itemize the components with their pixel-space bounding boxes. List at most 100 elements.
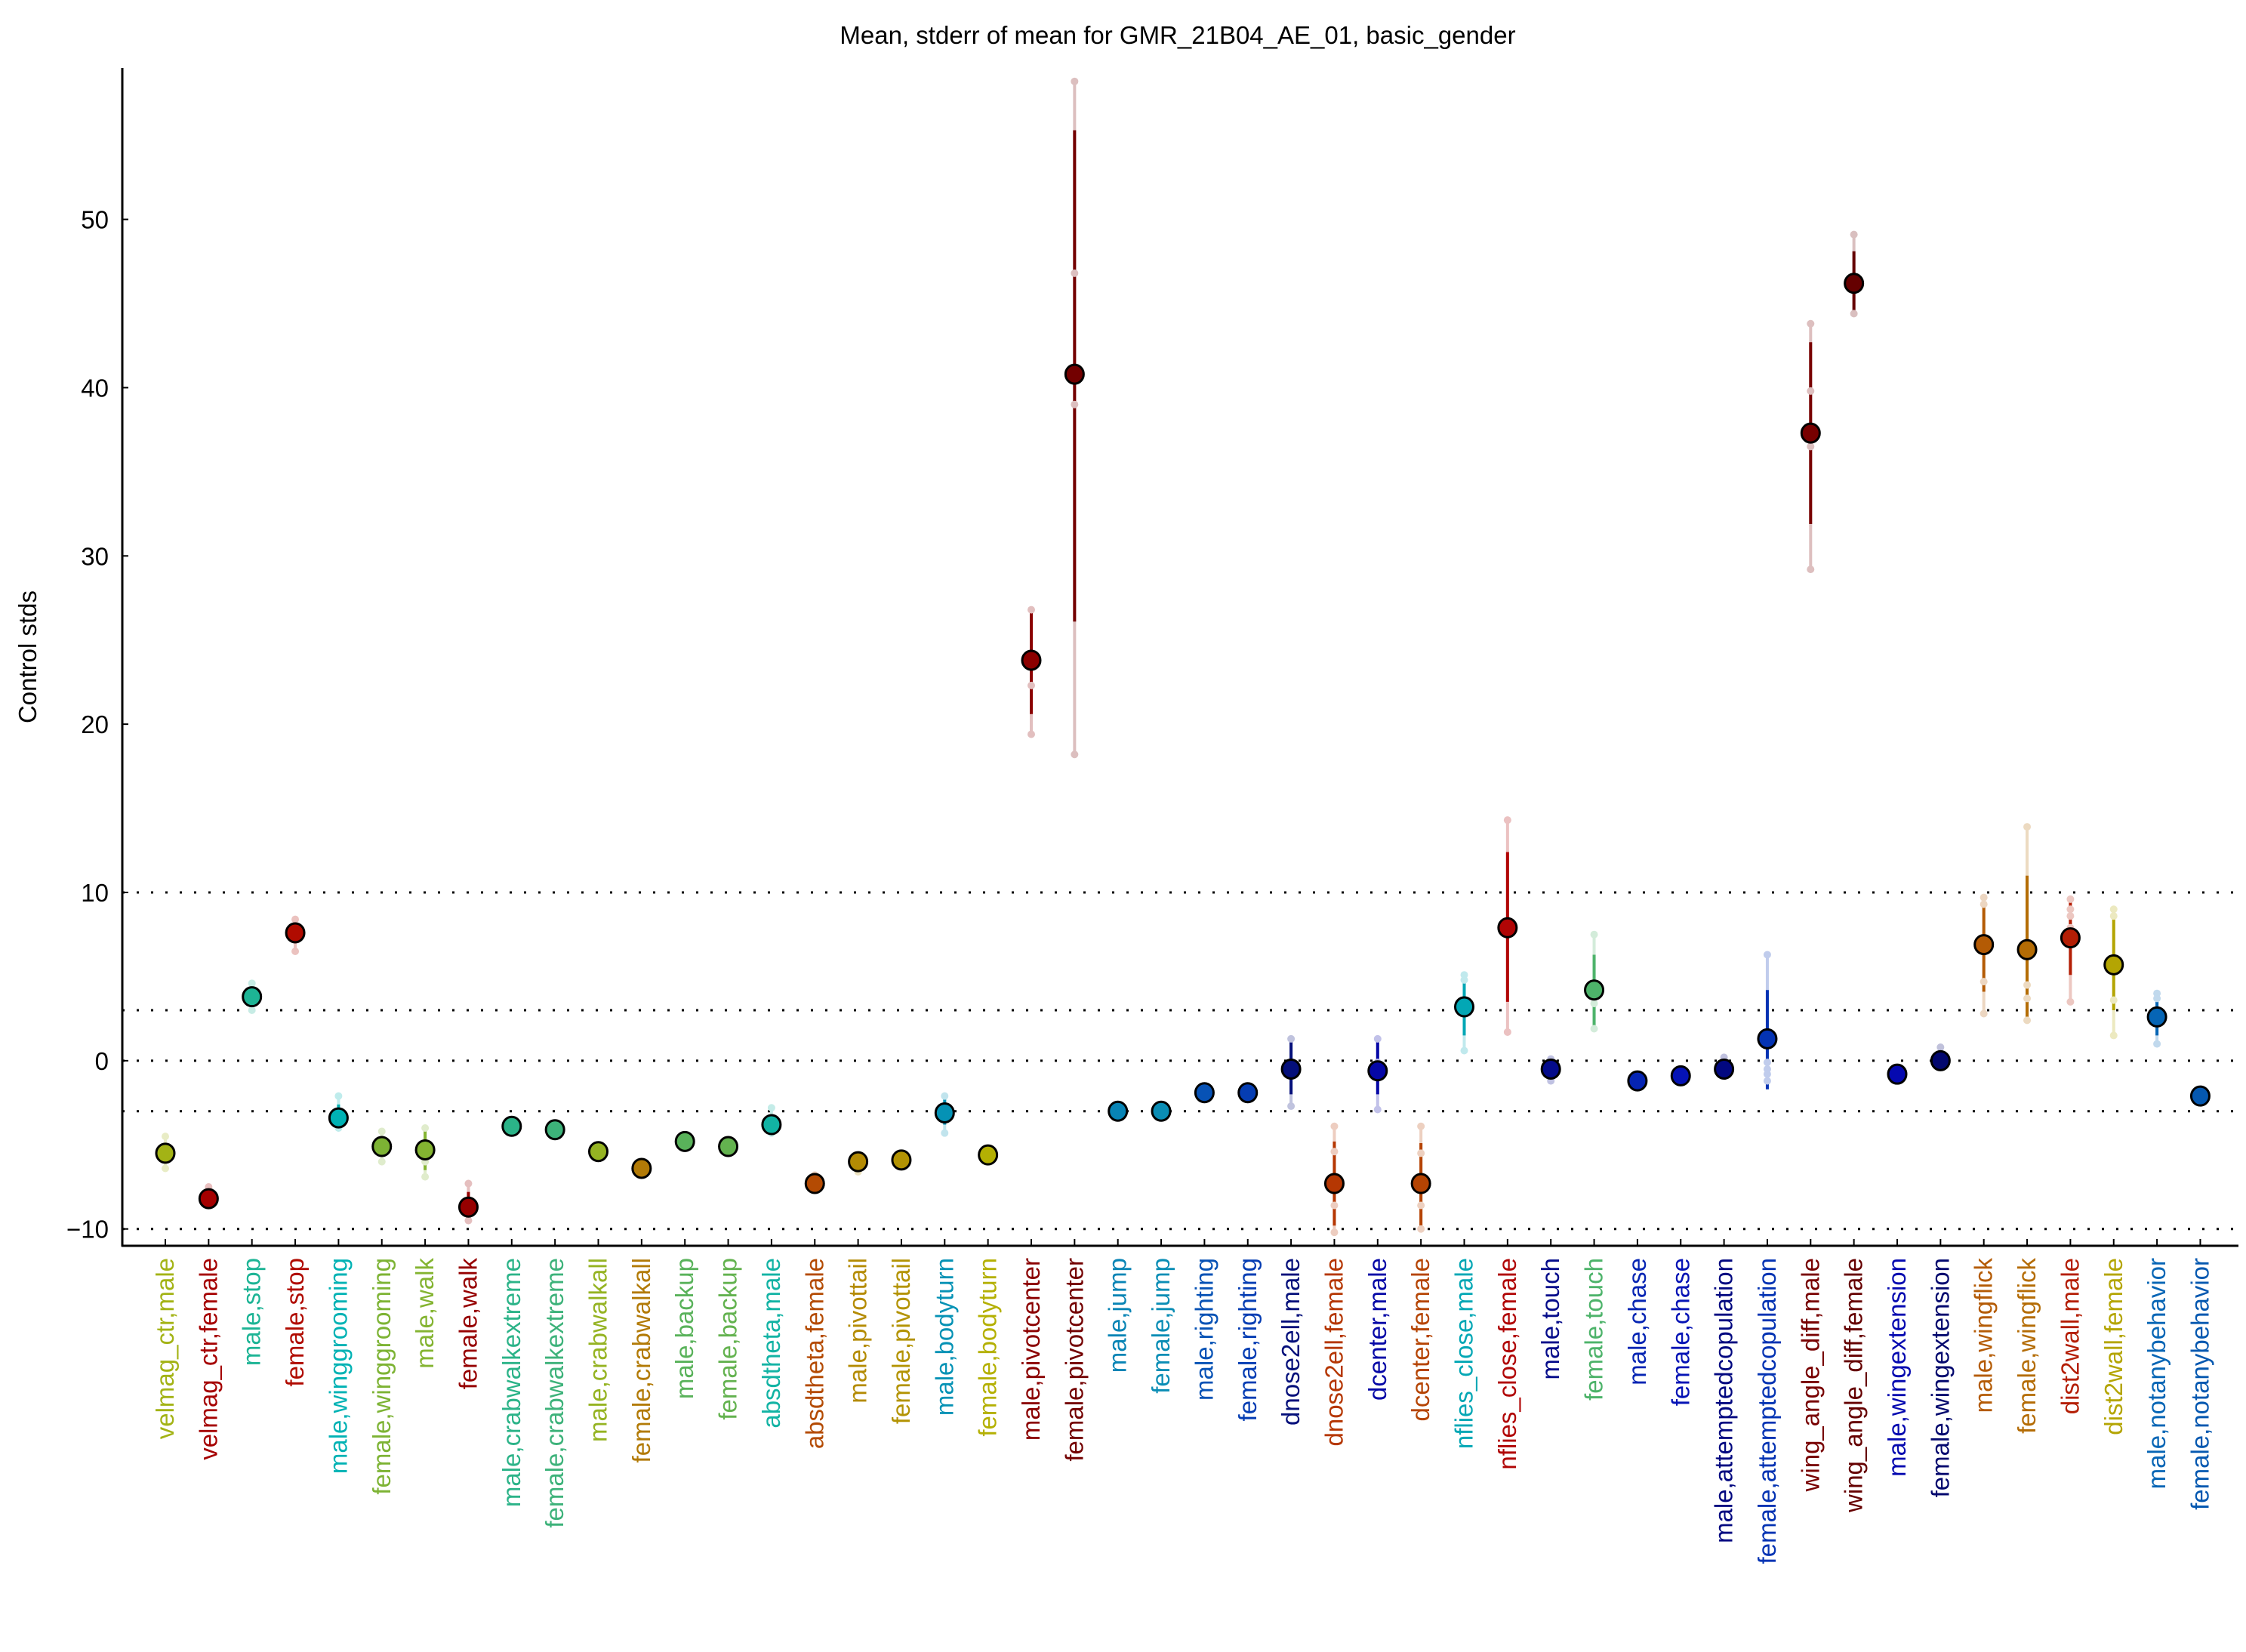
y-tick-label: −10 [66,1216,109,1244]
sample-dot [1807,566,1815,574]
x-tick-label: female,pivottail [887,1258,915,1424]
x-tick-label: female,attemptedcopulation [1753,1258,1781,1564]
data-point-group [1540,1055,1561,1085]
mean-marker [1714,1059,1735,1080]
data-point-group [1670,1065,1691,1086]
x-tick-label: dist2wall,male [2056,1258,2084,1414]
mean-marker [1194,1082,1215,1104]
x-tick-label: dcenter,female [1406,1258,1434,1421]
data-point-group [1021,606,1042,738]
sample-dot [1027,606,1035,614]
mean-marker [1021,649,1042,671]
mean-marker [1800,422,1821,444]
sample-dot [291,915,300,923]
sample-dot [1979,1009,1988,1018]
x-tick-label: male,chase [1623,1258,1651,1385]
x-tick-label: velmag_ctr,female [194,1258,222,1460]
data-point-group [2189,1085,2211,1107]
data-point-group [544,1119,565,1141]
data-point-group [891,1149,912,1171]
sample-dot [377,1157,386,1166]
sample-dot [2066,905,2075,914]
sample-dot [1807,319,1815,328]
x-tick-label: male,attemptedcopulation [1710,1258,1738,1543]
x-tick-label: male,crabwalkall [584,1258,612,1442]
data-point-group [934,1092,955,1137]
x-tick-label: male,wingextension [1883,1258,1911,1477]
x-tick-label: dnose2ell,male [1277,1258,1305,1425]
mean-marker [2189,1085,2211,1107]
sample-dot [1417,1201,1425,1210]
mean-marker [1151,1100,1172,1122]
data-point-group [1064,77,1085,759]
x-tick-label: male,wingflick [1970,1258,1998,1413]
sample-dot [464,1216,473,1225]
data-point-group [1800,319,1821,574]
sample-dot [1763,1070,1771,1078]
sample-dot [1850,310,1858,318]
sample-dot [2023,994,2032,1003]
mean-marker [1410,1173,1431,1194]
x-tick-label: male,jump [1104,1258,1132,1373]
x-tick-label: female,touch [1580,1258,1608,1401]
sample-dot [1979,900,1988,908]
y-tick-label: 0 [95,1047,109,1075]
sample-dot [1763,1059,1771,1067]
mean-marker [1064,363,1085,385]
sample-dot [1807,387,1815,395]
data-point-group [1497,816,1518,1036]
sample-dot [1287,1034,1296,1043]
x-tick-label: female,wingextension [1926,1258,1954,1497]
x-tick-label: female,wingflick [2013,1258,2041,1434]
sample-dot [1936,1043,1945,1052]
data-point-group [1194,1082,1215,1104]
data-point-group [328,1092,349,1132]
data-point-group [1844,230,1865,318]
x-tick-label: male,crabwalkextreme [498,1258,525,1507]
y-tick-label: 10 [81,879,109,907]
x-tick-label: dist2wall,female [2100,1258,2127,1435]
sample-dot [1590,1000,1598,1008]
data-point-group [1237,1082,1259,1104]
sample-dot [2023,981,2032,989]
mean-marker [371,1136,393,1157]
sample-dot [1850,230,1858,239]
data-point-group [285,915,306,955]
data-point-group [242,979,263,1014]
x-tick-label: female,walk [454,1258,482,1390]
mean-marker [1367,1060,1388,1082]
data-point-group [1108,1100,1129,1122]
mean-marker [242,986,263,1008]
x-ticks: velmag_ctr,male velmag_ctr,female male,sto… [151,1239,2214,1564]
data-point-group [718,1136,739,1157]
x-tick-label: wing_angle_diff,female [1840,1258,1868,1513]
sample-dot [1503,816,1511,824]
data-point-group [1454,971,1474,1055]
x-tick-label: female,notanybehavior [2186,1258,2214,1510]
sample-dot [1503,1028,1511,1036]
mean-marker [1670,1065,1691,1086]
sample-dot [1417,1225,1425,1233]
mean-marker [891,1149,912,1171]
data-point-group [1584,930,1605,1033]
x-tick-label: female,jump [1147,1258,1175,1394]
x-tick-label: female,backup [714,1258,742,1420]
x-tick-label: male,righting [1190,1258,1218,1401]
mean-marker [848,1151,869,1173]
sample-dot [1071,400,1079,408]
data-point-group [631,1157,652,1179]
sample-dot [941,1129,949,1137]
data-point-group [1280,1034,1302,1111]
sample-dot [1460,1046,1468,1055]
x-tick-label: male,backup [670,1258,698,1399]
sample-dot [377,1127,386,1136]
x-tick-label: wing_angle_diff,male [1796,1258,1824,1492]
data-point-group [2103,905,2124,1040]
sample-dot [421,1124,430,1132]
mean-marker [544,1119,565,1141]
y-axis-label: Control stds [14,590,42,723]
sample-dot [2066,912,2075,920]
mean-marker [588,1141,608,1163]
data-point-group [371,1127,393,1166]
sample-dot [2109,905,2118,914]
